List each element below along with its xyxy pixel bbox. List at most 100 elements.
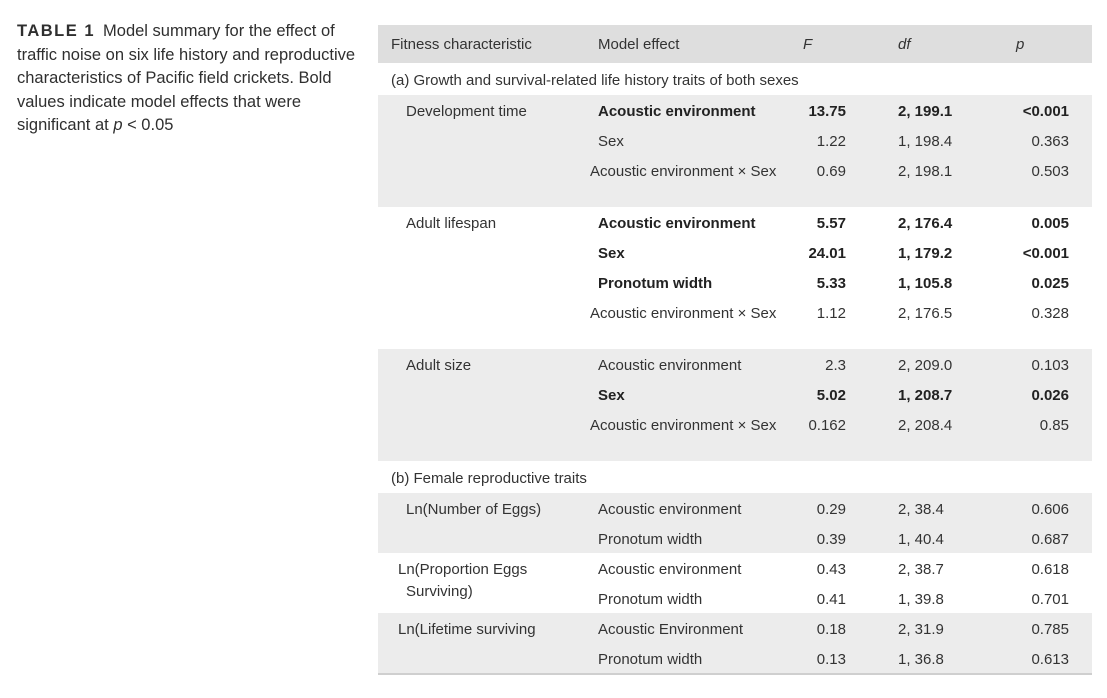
cell-df: 1, 39.8 (898, 591, 944, 608)
cell-f: 0.13 (816, 651, 846, 668)
cell-effect: Acoustic environment × Sex (590, 305, 777, 322)
cell-effect: Acoustic environment (598, 103, 756, 120)
table-row: Ln(Number of Eggs) Acoustic environment … (378, 493, 1092, 523)
cell-f: 5.33 (816, 275, 846, 292)
cell-effect: Sex (598, 245, 625, 262)
cell-effect: Pronotum width (598, 651, 703, 668)
cell-f: 5.02 (816, 387, 846, 404)
cell-effect: Acoustic Environment (598, 621, 744, 638)
cell-f: 1.22 (816, 133, 846, 150)
cell-df: 1, 179.2 (898, 245, 953, 262)
cell-fitness: Ln(Proportion Eggs Surviving) (398, 561, 528, 600)
cell-f: 2.3 (825, 357, 846, 374)
cell-effect: Pronotum width (598, 531, 703, 548)
cell-p: 0.503 (1031, 163, 1069, 180)
cell-effect: Acoustic environment × Sex (590, 163, 777, 180)
cell-fitness: Adult size (406, 357, 472, 374)
cell-p: 0.025 (1031, 275, 1069, 292)
model-summary-table: Fitness characteristic Model effect F df… (378, 25, 1092, 675)
cell-fitness: Development time (406, 103, 527, 120)
cell-f: 0.69 (816, 163, 846, 180)
cell-df: 2, 176.4 (898, 215, 953, 232)
table-caption: TABLE 1 Model summary for the effect of t… (17, 20, 362, 138)
cell-effect: Sex (598, 387, 625, 404)
cell-effect: Pronotum width (598, 591, 703, 608)
table-row: Adult lifespan Acoustic environment 5.57… (378, 207, 1092, 237)
cell-p: 0.687 (1031, 531, 1069, 548)
table-row: Ln(Proportion Eggs Surviving) Acoustic e… (378, 553, 1092, 600)
table-row: Pronotum width 0.41 1, 39.8 0.701 (378, 583, 1092, 613)
cell-fitness: Ln(Number of Eggs) (406, 501, 542, 518)
cell-df: 2, 31.9 (898, 621, 944, 638)
cell-effect: Acoustic environment (598, 357, 742, 374)
cell-p: <0.001 (1022, 103, 1069, 120)
cell-df: 1, 105.8 (898, 275, 953, 292)
cell-df: 2, 209.0 (898, 357, 953, 374)
cell-f: 13.75 (808, 103, 846, 120)
table-header-row: Fitness characteristic Model effect F df… (378, 25, 1092, 63)
cell-f: 5.57 (816, 215, 846, 232)
table-row: Acoustic environment × Sex 0.162 2, 208.… (378, 409, 1092, 461)
table-row: Pronotum width 5.33 1, 105.8 0.025 (378, 267, 1092, 297)
cell-effect: Acoustic environment (598, 561, 742, 578)
cell-f: 0.43 (816, 561, 846, 578)
cell-p: <0.001 (1022, 245, 1069, 262)
table-row: Development time Acoustic environment 13… (378, 95, 1092, 125)
cell-p: 0.618 (1031, 561, 1069, 578)
cell-df: 1, 40.4 (898, 531, 944, 548)
cell-f: 0.41 (816, 591, 846, 608)
header-f: F (803, 36, 813, 53)
caption-threshold: < 0.05 (122, 116, 174, 134)
section-label-b: (b) Female reproductive traits (391, 470, 587, 487)
header-effect: Model effect (598, 36, 680, 53)
cell-df: 1, 198.4 (898, 133, 953, 150)
caption-p-symbol: p (113, 116, 123, 134)
table-row: Sex 24.01 1, 179.2 <0.001 (378, 237, 1092, 267)
cell-f: 1.12 (816, 305, 846, 322)
table-row: Sex 1.22 1, 198.4 0.363 (378, 125, 1092, 155)
cell-df: 2, 198.1 (898, 163, 953, 180)
cell-p: 0.85 (1039, 417, 1069, 434)
cell-fitness: Adult lifespan (406, 215, 497, 232)
cell-p: 0.005 (1031, 215, 1069, 232)
cell-df: 2, 208.4 (898, 417, 953, 434)
cell-df: 2, 38.4 (898, 501, 944, 518)
cell-p: 0.363 (1031, 133, 1069, 150)
cell-df: 2, 199.1 (898, 103, 953, 120)
cell-df: 1, 36.8 (898, 651, 944, 668)
cell-p: 0.103 (1031, 357, 1069, 374)
header-fitness: Fitness characteristic (391, 36, 532, 53)
cell-df: 2, 38.7 (898, 561, 944, 578)
cell-f: 0.18 (816, 621, 846, 638)
table-bottom-rule (378, 673, 1092, 675)
table-row: Ln(Lifetime surviving offspring) Acousti… (378, 613, 1092, 660)
table-row: Pronotum width 0.13 1, 36.8 0.613 (378, 643, 1092, 675)
cell-p: 0.606 (1031, 501, 1069, 518)
table-row: Pronotum width 0.39 1, 40.4 0.687 (378, 523, 1092, 553)
section-label-a: (a) Growth and survival-related life his… (391, 72, 799, 89)
cell-effect: Acoustic environment (598, 215, 756, 232)
caption-text: Model summary for the effect of traffic … (17, 22, 356, 134)
cell-f: 0.39 (816, 531, 846, 548)
header-df: df (898, 36, 911, 53)
section-row-b: (b) Female reproductive traits (378, 461, 1092, 493)
cell-effect: Sex (598, 133, 624, 150)
cell-f: 0.162 (808, 417, 846, 434)
cell-effect: Pronotum width (598, 275, 713, 292)
cell-p: 0.785 (1031, 621, 1069, 638)
cell-p: 0.328 (1031, 305, 1069, 322)
cell-f: 24.01 (808, 245, 846, 262)
table-row: Adult size Acoustic environment 2.3 2, 2… (378, 349, 1092, 379)
table-label: TABLE 1 (17, 22, 96, 40)
table-row: Acoustic environment × Sex 0.69 2, 198.1… (378, 155, 1092, 207)
table-row: Acoustic environment × Sex 1.12 2, 176.5… (378, 297, 1092, 349)
cell-df: 2, 176.5 (898, 305, 953, 322)
cell-f: 0.29 (816, 501, 846, 518)
cell-p: 0.701 (1031, 591, 1069, 608)
cell-df: 1, 208.7 (898, 387, 953, 404)
cell-p: 0.026 (1031, 387, 1069, 404)
cell-effect: Acoustic environment (598, 501, 742, 518)
cell-effect: Acoustic environment × Sex (590, 417, 777, 434)
cell-p: 0.613 (1031, 651, 1069, 668)
table-row: Sex 5.02 1, 208.7 0.026 (378, 379, 1092, 409)
